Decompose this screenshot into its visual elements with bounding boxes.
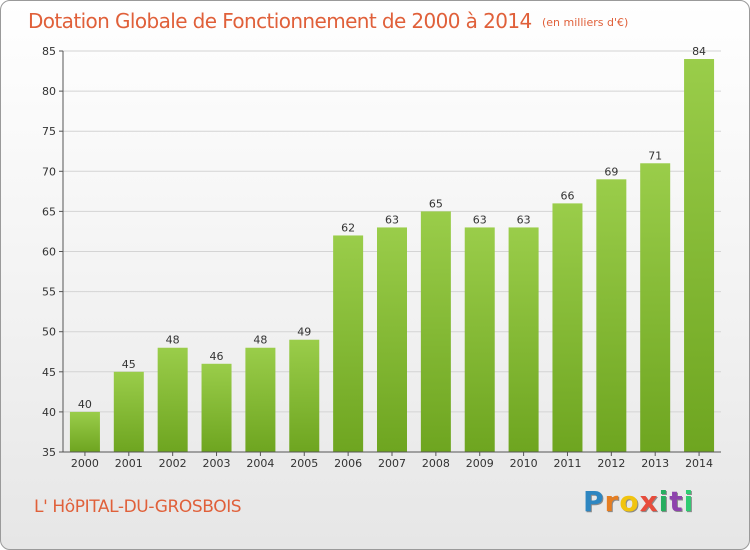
- bar-2011: [552, 203, 583, 452]
- value-label-2002: 48: [166, 334, 180, 347]
- x-tick-label-2014: 2014: [685, 457, 713, 470]
- value-label-2008: 65: [429, 197, 443, 210]
- bar-2008: [420, 211, 451, 452]
- x-tick-label-2013: 2013: [641, 457, 669, 470]
- y-tick-label: 70: [42, 165, 56, 178]
- y-tick-label: 35: [42, 446, 56, 459]
- chart-title: Dotation Globale de Fonctionnement de 20…: [28, 9, 532, 33]
- value-label-2003: 46: [210, 350, 224, 363]
- logo-letter: i: [683, 485, 695, 518]
- value-label-2010: 63: [517, 213, 531, 226]
- bar-2004: [245, 347, 276, 452]
- x-tick-label-2000: 2000: [71, 457, 99, 470]
- bar-2003: [201, 363, 232, 452]
- y-tick-label: 85: [42, 45, 56, 58]
- value-label-2011: 66: [560, 189, 574, 202]
- x-tick-label-2003: 2003: [203, 457, 231, 470]
- bar-2006: [333, 235, 364, 452]
- y-tick-label: 60: [42, 246, 56, 259]
- x-tick-label-2008: 2008: [422, 457, 450, 470]
- logo-letter: t: [669, 485, 684, 518]
- value-label-2000: 40: [78, 398, 92, 411]
- x-tick-label-2005: 2005: [290, 457, 318, 470]
- bar-2007: [377, 227, 407, 452]
- y-tick-label: 50: [42, 326, 56, 339]
- value-label-2004: 48: [253, 334, 267, 347]
- y-tick-label: 45: [42, 366, 56, 379]
- commune-name: L' HôPITAL-DU-GROSBOIS: [34, 497, 242, 517]
- x-tick-label-2011: 2011: [553, 457, 581, 470]
- x-tick-label-2001: 2001: [115, 457, 143, 470]
- x-tick-label-2007: 2007: [378, 457, 406, 470]
- bar-2013: [640, 163, 671, 452]
- x-tick-label-2012: 2012: [597, 457, 625, 470]
- y-tick-label: 40: [42, 406, 56, 419]
- bar-2002: [157, 347, 188, 452]
- value-label-2014: 84: [692, 45, 706, 58]
- y-tick-label: 80: [42, 85, 56, 98]
- y-tick-label: 65: [42, 205, 56, 218]
- value-label-2001: 45: [122, 358, 136, 371]
- logo-letter: i: [658, 485, 670, 518]
- value-label-2009: 63: [473, 213, 487, 226]
- x-tick-label-2006: 2006: [334, 457, 362, 470]
- value-label-2005: 49: [297, 326, 311, 339]
- unit-note: (en milliers d'€): [542, 16, 629, 29]
- bar-2010: [508, 227, 539, 452]
- logo-letter: r: [604, 485, 620, 518]
- logo-letter: x: [639, 485, 659, 518]
- x-tick-label-2002: 2002: [159, 457, 187, 470]
- bar-2005: [289, 339, 320, 452]
- x-tick-label-2010: 2010: [510, 457, 538, 470]
- bar-2001: [113, 371, 144, 452]
- bar-2014: [684, 59, 715, 453]
- value-label-2007: 63: [385, 213, 399, 226]
- logo-letter: o: [619, 485, 640, 518]
- y-tick-label: 55: [42, 286, 56, 299]
- x-tick-label-2009: 2009: [466, 457, 494, 470]
- value-label-2006: 62: [341, 221, 355, 234]
- value-label-2013: 71: [648, 149, 662, 162]
- bar-2009: [464, 227, 495, 452]
- value-label-2012: 69: [604, 165, 618, 178]
- y-tick-label: 75: [42, 125, 56, 138]
- x-tick-label-2004: 2004: [246, 457, 274, 470]
- bar-2012: [596, 179, 627, 452]
- bar-2000: [69, 411, 100, 452]
- logo-letter: P: [583, 485, 605, 518]
